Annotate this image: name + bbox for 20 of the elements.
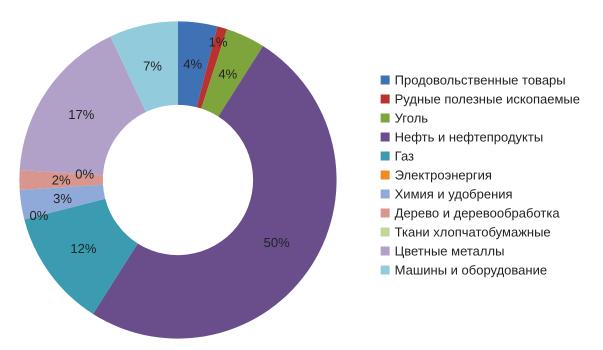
legend-label: Ткани хлопчатобумажные [394, 224, 551, 240]
legend-label: Машины и оборудование [394, 262, 548, 278]
data-label: 17% [68, 106, 95, 122]
legend-label: Электроэнергия [394, 168, 492, 182]
legend-label: Дерево и деревообработка [394, 206, 560, 220]
data-label: 4% [218, 66, 238, 82]
legend-label: Химия и удобрения [394, 186, 513, 202]
data-label: 50% [264, 235, 290, 250]
legend-label: Уголь [394, 110, 428, 126]
legend-label: Цветные металлы [394, 244, 504, 258]
data-label: 2% [52, 172, 71, 188]
legend-label: Газ [394, 148, 414, 164]
legend-label: Нефть и нефтепродукты [394, 130, 544, 144]
legend-label: Продовольственные товары [394, 72, 566, 88]
legend-label: Рудные полезные ископаемые [394, 92, 580, 106]
text: 0% [75, 166, 94, 182]
data-label: 3% [53, 190, 72, 206]
data-label: 12% [70, 241, 97, 256]
data-label: 7% [143, 58, 162, 74]
data-label: 4% [183, 56, 202, 72]
